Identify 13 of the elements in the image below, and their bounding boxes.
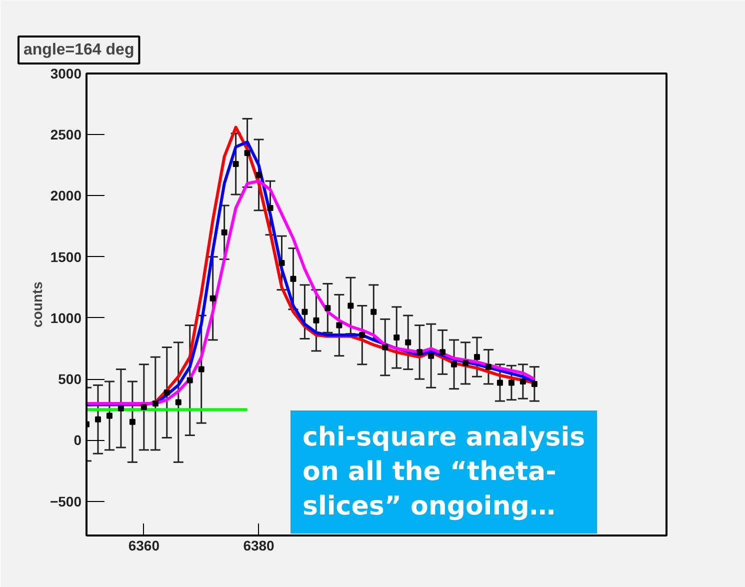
x-tick-label: 6380: [243, 538, 275, 554]
y-tick-label: 1500: [50, 248, 82, 265]
annotation: chi-square analysis on all the “theta- slices” ongoing…: [302, 422, 586, 522]
chart-title: angle=164 deg: [24, 42, 134, 58]
y-tick-label: 1000: [50, 310, 82, 326]
y-tick-label: 0: [74, 432, 82, 448]
y-tick-label: 500: [58, 371, 82, 388]
y-tick-label: 2000: [50, 188, 82, 204]
x-tick-label: 6360: [128, 538, 160, 554]
y-tick-label: 3000: [50, 66, 82, 82]
y-axis-title: counts: [28, 281, 45, 328]
y-tick-label: −500: [50, 493, 82, 510]
y-tick-label: 2500: [50, 126, 82, 143]
